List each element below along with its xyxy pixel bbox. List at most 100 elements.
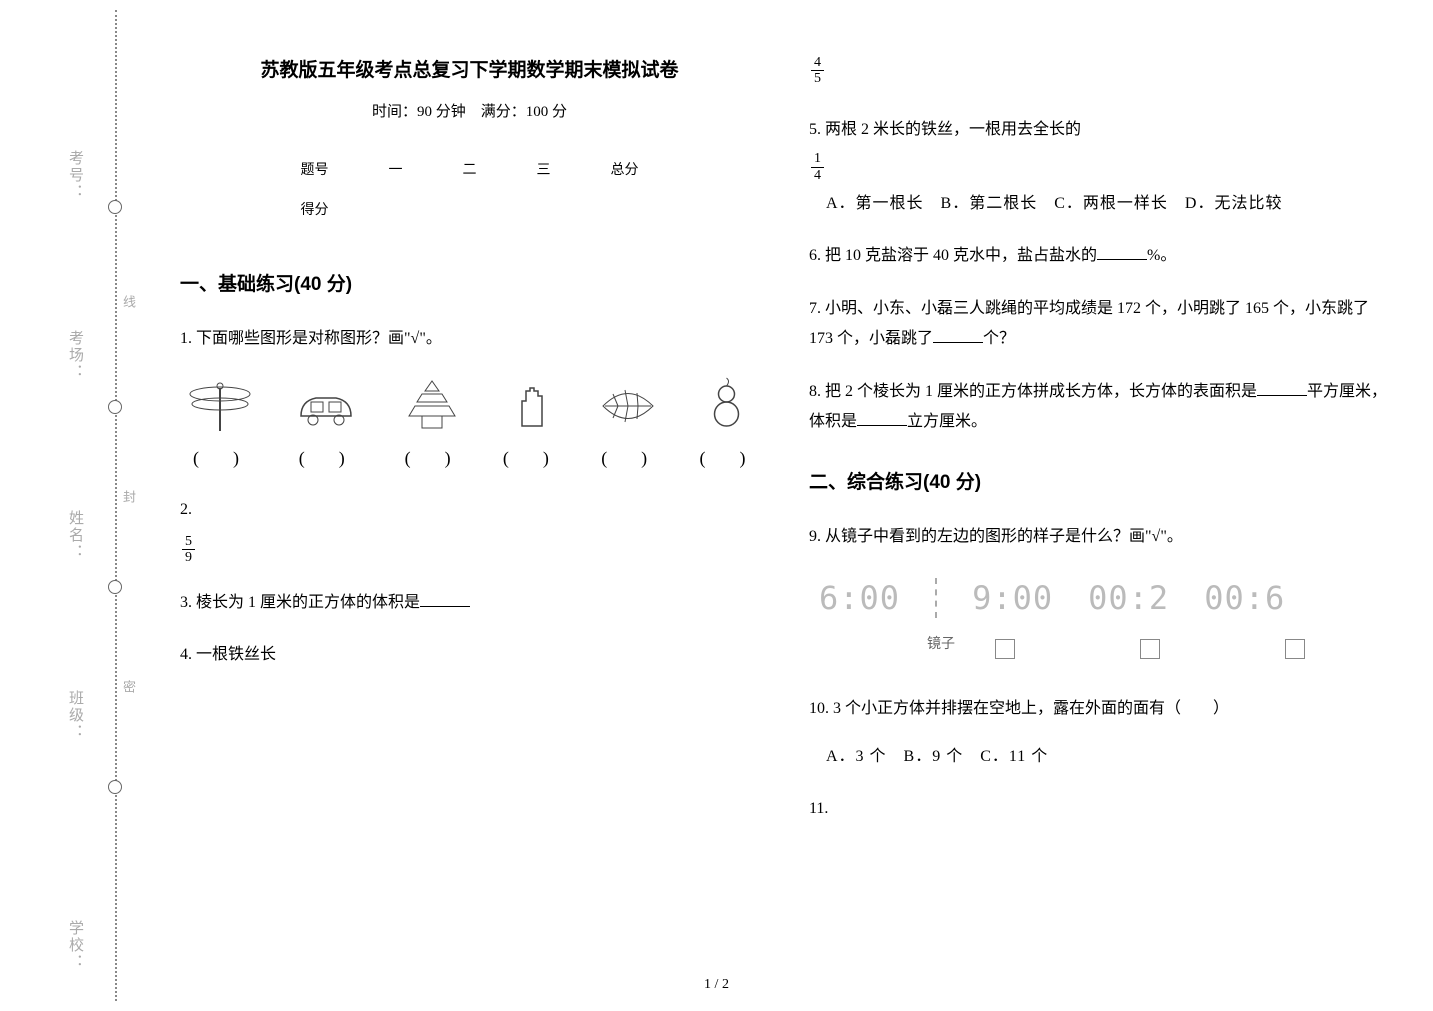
fraction-numerator: 5 (182, 534, 195, 550)
q5-text: 5. 两根 2 米长的铁丝，一根用去全长的 (809, 121, 1081, 138)
score-table-score-row: 得分 (271, 189, 669, 229)
q7-blank (933, 327, 983, 343)
q8-text-post: 立方厘米。 (907, 413, 987, 430)
column-left: 苏教版五年级考点总复习下学期数学期末模拟试卷 时间：90 分钟 满分：100 分… (155, 0, 784, 1011)
fraction-denominator: 4 (811, 168, 824, 183)
mirror-diagram: 6:00 9:00 00:2 00:6 (819, 578, 1388, 618)
q4-fraction: 4 5 (811, 55, 824, 87)
q10-text: 10. 3 个小正方体并排摆在空地上，露在外面的面有（ ） (809, 700, 1229, 717)
score-row-label: 得分 (271, 189, 359, 229)
score-table: 题号 一 二 三 总分 得分 (271, 149, 669, 229)
q9-checkbox (1140, 639, 1160, 659)
q5-options: A．第一根长 B．第二根长 C．两根一样长 D．无法比较 (809, 189, 1388, 219)
binding-dotted-line (115, 10, 117, 1001)
q6-text-pre: 6. 把 10 克盐溶于 40 克水中，盐占盐水的 (809, 247, 1097, 264)
question-10: 10. 3 个小正方体并排摆在空地上，露在外面的面有（ ） A．3 个 B．9 … (809, 694, 1388, 773)
q2-prefix: 2. (180, 501, 192, 518)
answer-paren: ( ) (699, 444, 753, 470)
q10-options: A．3 个 B．9 个 C．11 个 (809, 742, 1388, 772)
symmetry-shapes-row: ( ) ( ) ( ) (180, 376, 759, 470)
q4-text: 4. 一根铁丝长 (180, 646, 276, 663)
fraction-numerator: 1 (811, 151, 824, 167)
exam-title: 苏教版五年级考点总复习下学期数学期末模拟试卷 (180, 55, 759, 82)
q7-text-pre: 7. 小明、小东、小磊三人跳绳的平均成绩是 172 个，小明跳了 165 个，小… (809, 300, 1369, 347)
question-7: 7. 小明、小东、小磊三人跳绳的平均成绩是 172 个，小明跳了 165 个，小… (809, 294, 1388, 355)
q9-checkbox (995, 639, 1015, 659)
binding-circle (108, 400, 122, 414)
seal-char-mi: 密 (119, 680, 138, 699)
score-col: 三 (507, 149, 581, 189)
label-kaochang: 考场： (65, 330, 86, 381)
page-number: 1 / 2 (704, 977, 729, 993)
shape-item-dragonfly: ( ) (185, 376, 255, 470)
seal-char-feng: 封 (119, 490, 138, 509)
q5-fraction: 1 4 (811, 151, 824, 183)
binding-circle (108, 580, 122, 594)
content-area: 苏教版五年级考点总复习下学期数学期末模拟试卷 时间：90 分钟 满分：100 分… (155, 0, 1413, 1011)
shape-item-gourd: ( ) (699, 376, 754, 470)
binding-circle (108, 200, 122, 214)
label-kaohao: 考号： (65, 150, 86, 201)
q8-blank-1 (1257, 380, 1307, 396)
score-cell (507, 189, 581, 229)
gourd-icon (699, 376, 754, 436)
question-8: 8. 把 2 个棱长为 1 厘米的正方体拼成长方体，长方体的表面积是平方厘米，体… (809, 377, 1388, 438)
label-xingming: 姓名： (65, 510, 86, 561)
shape-item-leaf: ( ) (593, 376, 663, 470)
fraction-numerator: 4 (811, 55, 824, 71)
question-9: 9. 从镜子中看到的左边的图形的样子是什么？画"√"。 (809, 522, 1388, 552)
exam-subtitle: 时间：90 分钟 满分：100 分 (180, 100, 759, 121)
answer-paren: ( ) (299, 444, 353, 470)
q9-checkbox (1285, 639, 1305, 659)
shape-item-hand: ( ) (502, 376, 557, 470)
shape-item-car: ( ) (291, 376, 361, 470)
score-col: 二 (433, 149, 507, 189)
question-11: 11. (809, 794, 1388, 824)
q6-blank (1097, 244, 1147, 260)
q6-text-post: %。 (1147, 247, 1176, 264)
digital-source: 6:00 (819, 579, 900, 617)
car-icon (291, 376, 361, 436)
q9-checkbox-row (995, 639, 1305, 659)
label-banji: 班级： (65, 690, 86, 741)
shape-item-pagoda: ( ) (397, 376, 467, 470)
score-cell (433, 189, 507, 229)
answer-paren: ( ) (405, 444, 459, 470)
digital-option-2: 00:2 (1088, 579, 1169, 617)
score-col: 一 (359, 149, 433, 189)
question-4-continued: 4 5 (809, 55, 1388, 87)
mirror-label: 镜子 (927, 633, 955, 653)
question-6: 6. 把 10 克盐溶于 40 克水中，盐占盐水的 %。 (809, 241, 1388, 271)
answer-paren: ( ) (193, 444, 247, 470)
q3-blank (420, 591, 470, 607)
score-cell (581, 189, 669, 229)
dragonfly-icon (185, 376, 255, 436)
question-2: 2. 5 9 (180, 495, 759, 565)
answer-paren: ( ) (503, 444, 557, 470)
question-1: 1. 下面哪些图形是对称图形？画"√"。 (180, 324, 759, 354)
q2-fraction: 5 9 (182, 534, 195, 566)
mirror-line (935, 578, 937, 618)
question-4: 4. 一根铁丝长 (180, 640, 759, 670)
fraction-denominator: 5 (811, 71, 824, 86)
question-3: 3. 棱长为 1 厘米的正方体的体积是 (180, 588, 759, 618)
score-col: 总分 (581, 149, 669, 189)
mirror-line-wrap (935, 578, 937, 618)
section-2-header: 二、综合练习(40 分) (809, 467, 1388, 494)
binding-circle (108, 780, 122, 794)
hand-icon (502, 376, 557, 436)
question-5: 5. 两根 2 米长的铁丝，一根用去全长的 1 4 A．第一根长 B．第二根长 … (809, 115, 1388, 220)
label-xuexiao: 学校： (65, 920, 86, 971)
score-table-header-row: 题号 一 二 三 总分 (271, 149, 669, 189)
digital-option-1: 9:00 (972, 579, 1053, 617)
binding-margin: 考号： 考场： 姓名： 班级： 学校： 线 封 密 (25, 0, 125, 1011)
digital-option-3: 00:6 (1204, 579, 1285, 617)
q7-text-post: 个？ (983, 330, 1015, 347)
q8-blank-2 (857, 410, 907, 426)
answer-paren: ( ) (601, 444, 655, 470)
leaf-icon (593, 376, 663, 436)
q3-text: 3. 棱长为 1 厘米的正方体的体积是 (180, 594, 420, 611)
seal-char-xian: 线 (119, 295, 138, 314)
score-cell (359, 189, 433, 229)
q8-text-pre: 8. 把 2 个棱长为 1 厘米的正方体拼成长方体，长方体的表面积是 (809, 383, 1257, 400)
